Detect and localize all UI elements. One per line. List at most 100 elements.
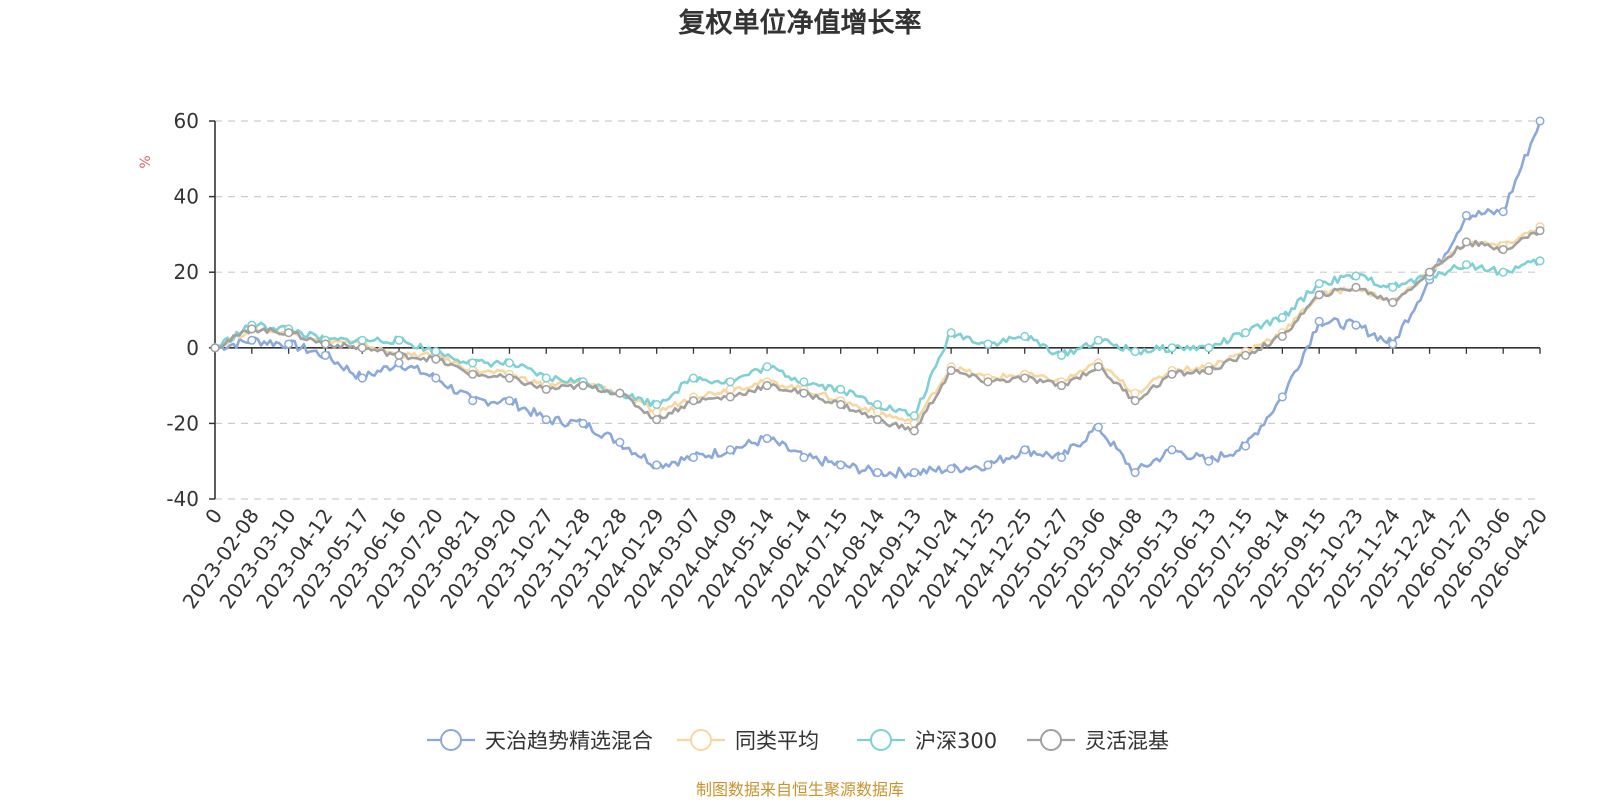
legend-item[interactable]: 灵活混基 bbox=[1027, 729, 1169, 753]
data-point[interactable] bbox=[1498, 207, 1508, 217]
data-point[interactable] bbox=[1204, 456, 1214, 466]
data-point[interactable] bbox=[909, 426, 919, 436]
data-point[interactable] bbox=[1056, 381, 1067, 391]
data-point[interactable] bbox=[357, 373, 367, 383]
data-point[interactable] bbox=[1130, 396, 1140, 406]
data-point[interactable] bbox=[909, 467, 919, 478]
legend-item[interactable]: 沪深300 bbox=[857, 729, 997, 753]
data-point[interactable] bbox=[1093, 335, 1103, 345]
data-point[interactable] bbox=[468, 358, 478, 368]
data-point[interactable] bbox=[1425, 267, 1435, 277]
legend-item[interactable]: 同类平均 bbox=[677, 729, 819, 753]
data-point[interactable] bbox=[247, 324, 257, 334]
data-point[interactable] bbox=[1277, 392, 1287, 402]
data-point[interactable] bbox=[504, 373, 514, 383]
data-point[interactable] bbox=[504, 358, 514, 368]
data-point[interactable] bbox=[1130, 347, 1140, 357]
data-point[interactable] bbox=[1461, 260, 1471, 270]
data-point[interactable] bbox=[615, 388, 625, 398]
data-point[interactable] bbox=[762, 362, 772, 372]
data-point[interactable] bbox=[1277, 331, 1287, 342]
data-point[interactable] bbox=[1498, 267, 1508, 277]
data-point[interactable] bbox=[652, 399, 662, 410]
data-point[interactable] bbox=[946, 464, 956, 474]
data-point[interactable] bbox=[1498, 244, 1508, 255]
data-point[interactable] bbox=[725, 384, 735, 394]
data-point[interactable] bbox=[394, 335, 404, 345]
data-point[interactable] bbox=[394, 350, 404, 360]
data-point[interactable] bbox=[688, 396, 699, 406]
data-point[interactable] bbox=[688, 373, 699, 383]
data-point[interactable] bbox=[1314, 278, 1324, 289]
data-point[interactable] bbox=[983, 339, 993, 349]
data-point[interactable] bbox=[431, 373, 441, 383]
data-point[interactable] bbox=[541, 384, 551, 394]
data-point[interactable] bbox=[394, 358, 404, 368]
data-point[interactable] bbox=[1020, 331, 1030, 342]
data-point[interactable] bbox=[652, 415, 662, 425]
data-point[interactable] bbox=[872, 415, 883, 425]
data-point[interactable] bbox=[284, 328, 294, 338]
data-point[interactable] bbox=[1093, 362, 1103, 372]
data-point[interactable] bbox=[1388, 297, 1398, 307]
data-point[interactable] bbox=[983, 460, 993, 470]
data-point[interactable] bbox=[983, 377, 993, 387]
data-point[interactable] bbox=[320, 339, 330, 349]
data-point[interactable] bbox=[725, 445, 735, 455]
data-point[interactable] bbox=[541, 415, 551, 425]
data-point[interactable] bbox=[357, 335, 367, 345]
data-point[interactable] bbox=[1056, 452, 1067, 462]
data-point[interactable] bbox=[652, 460, 662, 470]
data-point[interactable] bbox=[799, 388, 809, 398]
data-point[interactable] bbox=[1130, 388, 1140, 398]
data-point[interactable] bbox=[357, 343, 367, 353]
data-point[interactable] bbox=[1535, 226, 1545, 236]
data-point[interactable] bbox=[1167, 369, 1177, 379]
data-point[interactable] bbox=[725, 377, 735, 387]
data-point[interactable] bbox=[1241, 441, 1251, 451]
data-point[interactable] bbox=[320, 350, 330, 360]
data-point[interactable] bbox=[1461, 237, 1471, 247]
data-point[interactable] bbox=[836, 460, 846, 470]
data-point[interactable] bbox=[468, 369, 478, 379]
legend-item[interactable]: 天治趋势精选混合 bbox=[427, 729, 653, 753]
data-point[interactable] bbox=[504, 396, 514, 406]
data-point[interactable] bbox=[1241, 328, 1251, 338]
data-point[interactable] bbox=[431, 347, 441, 357]
data-point[interactable] bbox=[1277, 313, 1287, 323]
data-point[interactable] bbox=[946, 365, 956, 376]
data-point[interactable] bbox=[1020, 445, 1030, 455]
data-point[interactable] bbox=[1204, 365, 1214, 376]
data-point[interactable] bbox=[688, 452, 699, 462]
data-point[interactable] bbox=[1351, 320, 1361, 330]
data-point[interactable] bbox=[1020, 373, 1030, 383]
data-point[interactable] bbox=[909, 411, 919, 421]
data-point[interactable] bbox=[541, 373, 551, 383]
data-point[interactable] bbox=[836, 399, 846, 410]
data-point[interactable] bbox=[799, 452, 809, 462]
data-point[interactable] bbox=[1351, 271, 1361, 281]
data-point[interactable] bbox=[836, 384, 846, 394]
data-point[interactable] bbox=[1241, 350, 1251, 360]
data-point[interactable] bbox=[1314, 290, 1324, 300]
legend[interactable]: 天治趋势精选混合 同类平均 沪深300 灵活混基 bbox=[427, 729, 1169, 753]
data-point[interactable] bbox=[1130, 467, 1140, 478]
data-point[interactable] bbox=[1535, 256, 1545, 266]
data-point[interactable] bbox=[872, 399, 883, 410]
data-point[interactable] bbox=[210, 343, 220, 353]
data-point[interactable] bbox=[1056, 350, 1067, 360]
data-point[interactable] bbox=[1351, 282, 1361, 292]
data-point[interactable] bbox=[615, 437, 625, 447]
data-point[interactable] bbox=[872, 467, 883, 478]
data-point[interactable] bbox=[431, 354, 441, 364]
data-point[interactable] bbox=[1167, 343, 1177, 353]
data-point[interactable] bbox=[1535, 116, 1545, 126]
data-point[interactable] bbox=[247, 335, 257, 345]
data-point[interactable] bbox=[578, 381, 588, 391]
data-point[interactable] bbox=[1388, 339, 1398, 349]
data-point[interactable] bbox=[762, 433, 772, 444]
data-point[interactable] bbox=[468, 396, 478, 406]
data-point[interactable] bbox=[1461, 210, 1471, 221]
data-point[interactable] bbox=[762, 381, 772, 391]
data-point[interactable] bbox=[946, 328, 956, 338]
